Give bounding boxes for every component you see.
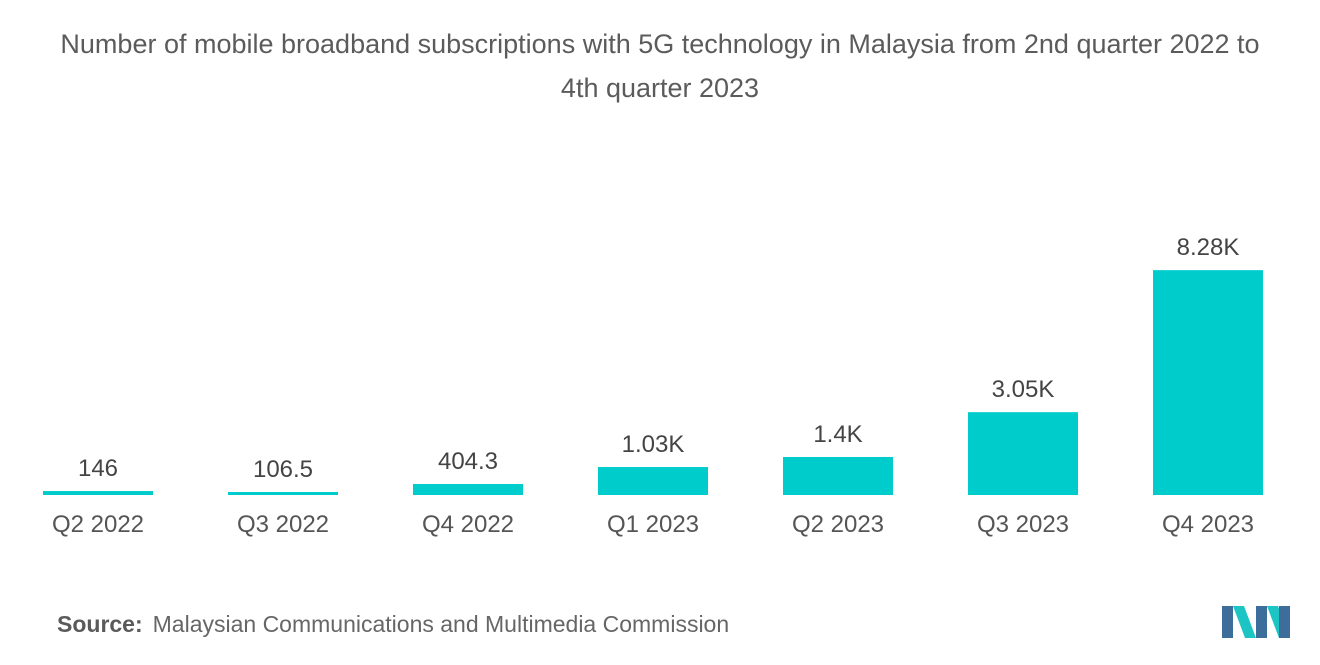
- source-text: Malaysian Communications and Multimedia …: [152, 611, 730, 637]
- value-label-q4-2023: 8.28K: [1177, 234, 1240, 261]
- value-label-q2-2022: 146: [78, 455, 118, 482]
- x-tick-label-q3-2022: Q3 2022: [237, 511, 329, 538]
- x-tick-label-q1-2023: Q1 2023: [607, 511, 699, 538]
- value-label-q1-2023: 1.03K: [622, 431, 685, 458]
- value-labels-group: 146 106.5 404.3 1.03K 1.4K 3.05K 8.28K: [78, 234, 1239, 483]
- bars-group: [43, 270, 1263, 495]
- value-label-q4-2022: 404.3: [438, 448, 498, 475]
- bar-q3-2022: [228, 492, 338, 495]
- value-label-q2-2023: 1.4K: [813, 421, 862, 448]
- x-tick-label-q2-2023: Q2 2023: [792, 511, 884, 538]
- source-footer: Source: Malaysian Communications and Mult…: [57, 611, 729, 638]
- bar-q2-2023: [783, 456, 893, 495]
- mordor-intelligence-logo-icon: [1222, 606, 1290, 638]
- source-label: Source:: [57, 611, 143, 637]
- bar-q3-2023: [968, 412, 1078, 495]
- bar-q4-2022: [413, 484, 523, 495]
- x-tick-label-q4-2022: Q4 2022: [422, 511, 514, 538]
- value-label-q3-2023: 3.05K: [992, 376, 1055, 403]
- x-tick-label-q3-2023: Q3 2023: [977, 511, 1069, 538]
- x-tick-label-q2-2022: Q2 2022: [52, 511, 144, 538]
- category-labels-group: Q2 2022 Q3 2022 Q4 2022 Q1 2023 Q2 2023 Q3 20…: [52, 511, 1254, 538]
- x-tick-label-q4-2023: Q4 2023: [1162, 511, 1254, 538]
- bar-q2-2022: [43, 491, 153, 495]
- chart-title: Number of mobile broadband subscriptions…: [60, 29, 1260, 103]
- value-label-q3-2022: 106.5: [253, 456, 313, 483]
- bar-q1-2023: [598, 467, 708, 495]
- bar-q4-2023: [1153, 270, 1263, 495]
